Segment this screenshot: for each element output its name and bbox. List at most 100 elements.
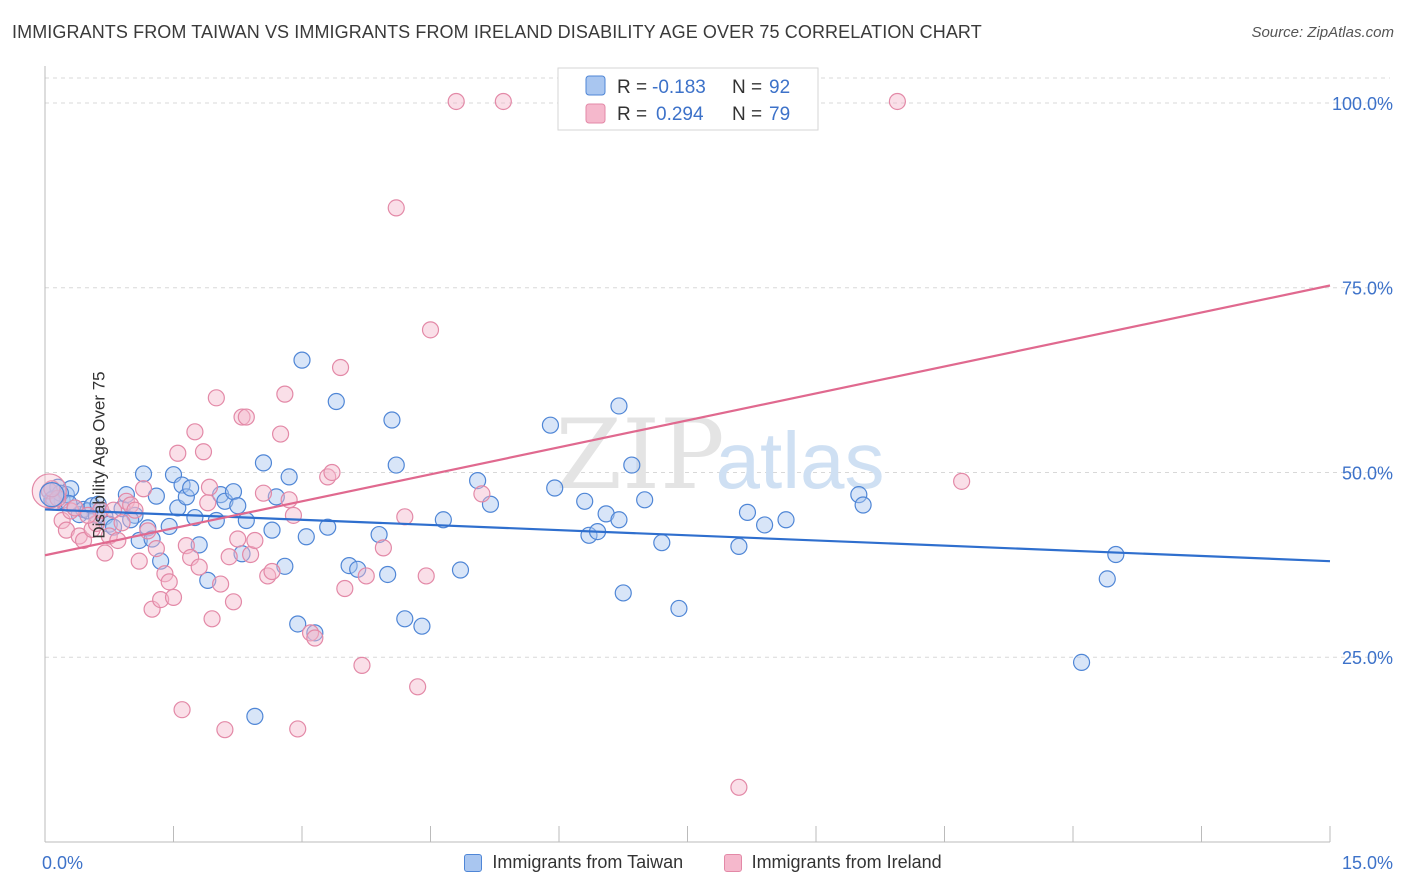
bottom-legend-taiwan[interactable]: Immigrants from Taiwan — [464, 852, 683, 873]
point-taiwan — [224, 483, 243, 501]
point-taiwan — [147, 487, 165, 505]
bottom-legend-ireland-label: Immigrants from Ireland — [751, 852, 942, 872]
y-tick-label: 50.0% — [1342, 463, 1393, 483]
bottom-legend-ireland-swatch — [723, 853, 742, 872]
point-taiwan — [610, 511, 628, 529]
point-taiwan — [546, 479, 564, 497]
point-taiwan — [216, 492, 234, 510]
point-ireland — [953, 472, 971, 490]
point-ireland — [190, 558, 208, 576]
point-ireland — [169, 444, 187, 462]
x-tick-label-min: 0.0% — [42, 853, 83, 873]
point-ireland — [207, 389, 225, 407]
point-taiwan — [327, 392, 345, 411]
watermark-atlas: atlas — [716, 416, 885, 505]
point-ireland — [203, 610, 221, 628]
bottom-legend-taiwan-label: Immigrants from Taiwan — [492, 852, 684, 872]
point-taiwan — [319, 518, 337, 536]
point-ireland — [254, 484, 273, 502]
point-taiwan — [469, 472, 487, 490]
legend-ireland-r-label: R = — [617, 104, 647, 125]
point-taiwan — [340, 556, 358, 575]
point-taiwan — [383, 411, 401, 429]
point-taiwan — [246, 707, 264, 725]
point-ireland — [242, 545, 260, 564]
point-taiwan — [289, 615, 307, 633]
point-ireland — [53, 511, 71, 530]
point-ireland — [409, 678, 427, 696]
point-ireland — [447, 92, 465, 111]
point-ireland — [246, 531, 264, 550]
point-ireland — [200, 478, 219, 496]
trend-line-taiwan — [44, 508, 1331, 563]
point-ireland — [357, 567, 375, 585]
point-ireland — [96, 544, 114, 562]
point-ireland — [224, 593, 243, 611]
bottom-legend-ireland[interactable]: Immigrants from Ireland — [723, 852, 942, 873]
y-axis-label: Disability Age Over 75 — [89, 371, 109, 539]
point-taiwan — [199, 571, 217, 589]
point-ireland — [164, 588, 183, 606]
point-ireland — [353, 656, 371, 674]
point-taiwan — [623, 456, 641, 474]
point-taiwan — [134, 465, 153, 483]
point-ireland — [276, 385, 294, 403]
point-taiwan — [143, 530, 161, 548]
point-taiwan — [1072, 653, 1091, 672]
point-ireland — [888, 92, 906, 111]
point-taiwan — [451, 561, 470, 579]
point-taiwan — [777, 511, 795, 529]
point-ireland — [216, 721, 234, 739]
legend-taiwan-n-value: 92 — [769, 77, 790, 98]
point-taiwan — [730, 537, 748, 555]
point-taiwan — [177, 488, 195, 506]
point-taiwan — [293, 351, 311, 369]
point-ireland — [473, 485, 491, 503]
point-ireland — [289, 720, 307, 738]
trend-layer — [44, 284, 1331, 563]
point-ireland — [271, 425, 290, 443]
point-taiwan — [104, 518, 123, 536]
chart-title: IMMIGRANTS FROM TAIWAN VS IMMIGRANTS FRO… — [12, 22, 982, 42]
point-ireland — [306, 629, 324, 647]
bottom-legend-taiwan-swatch — [464, 853, 483, 872]
point-taiwan — [297, 528, 315, 546]
point-ireland — [134, 480, 153, 498]
legend-taiwan-r-value: -0.183 — [652, 77, 706, 98]
point-ireland — [156, 565, 174, 583]
point-taiwan — [263, 521, 281, 539]
legend-ireland-n-label: N = — [732, 104, 762, 125]
point-ireland — [173, 701, 191, 719]
point-taiwan — [610, 397, 628, 415]
point-ireland — [182, 548, 200, 567]
point-ireland — [387, 199, 405, 217]
point-ireland — [92, 501, 110, 519]
point-ireland — [284, 506, 303, 524]
point-ireland — [160, 573, 178, 591]
point-taiwan — [83, 497, 101, 515]
point-ireland — [323, 463, 341, 482]
point-ireland — [421, 321, 440, 339]
point-ireland — [336, 579, 354, 598]
point-ireland — [139, 522, 157, 540]
legend-ireland-n-value: 79 — [769, 104, 790, 125]
point-ireland — [237, 408, 255, 426]
point-taiwan — [541, 416, 560, 434]
point-taiwan — [636, 491, 654, 509]
point-taiwan — [850, 486, 868, 504]
point-ireland — [147, 539, 165, 558]
point-taiwan — [160, 517, 178, 536]
point-taiwan — [306, 624, 324, 642]
point-ireland — [494, 92, 512, 111]
point-taiwan — [349, 560, 367, 578]
point-taiwan — [276, 557, 294, 575]
point-ireland — [143, 600, 161, 618]
point-ireland — [212, 575, 230, 593]
point-ireland — [130, 552, 148, 570]
point-taiwan — [117, 486, 135, 504]
point-taiwan — [190, 536, 208, 554]
point-ireland — [331, 358, 350, 377]
point-ireland — [194, 443, 213, 461]
point-taiwan — [379, 565, 397, 584]
stats-legend: R = -0.183 N = 92 R = 0.294 N = 79 — [557, 67, 819, 131]
